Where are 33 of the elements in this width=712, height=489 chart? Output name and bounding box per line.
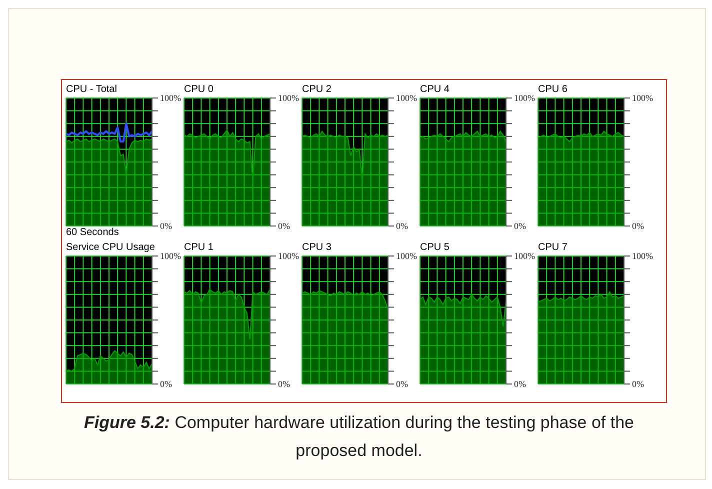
chart-title: CPU 5 [420,242,450,253]
y-tick-label: 0% [396,379,408,390]
chart-title: CPU 4 [420,84,450,95]
chart-title: CPU 3 [302,242,332,253]
chart-title: Service CPU Usage [66,242,155,253]
y-tick-label: 0% [278,379,290,390]
y-tick-label: 0% [160,221,172,232]
y-tick-label: 100% [396,93,418,104]
chart-title: CPU - Total [66,84,117,95]
caption: Figure 5.2: [84,413,171,432]
y-tick-label: 0% [514,379,526,390]
y-tick-label: 0% [514,221,526,232]
y-tick-label: 0% [632,221,644,232]
x-axis-title: 60 Seconds [66,227,119,238]
y-tick-label: 100% [278,93,300,104]
text: Computer hardware utilization during the testing phase of the proposed model. [174,413,634,460]
chart-title: CPU 0 [184,84,214,95]
y-tick-label: 100% [278,251,300,262]
y-tick-label: 100% [514,93,536,104]
y-tick-label: 0% [278,221,290,232]
y-tick-label: 0% [632,379,644,390]
y-tick-label: 0% [160,379,172,390]
chart-title: CPU 6 [538,84,568,95]
y-tick-label: 100% [160,251,182,262]
chart-title: CPU 1 [184,242,214,253]
chart-title: CPU 7 [538,242,568,253]
y-tick-label: 100% [514,251,536,262]
y-tick-label: 100% [632,251,654,262]
y-tick-label: 100% [160,93,182,104]
y-tick-label: 100% [632,93,654,104]
y-tick-label: 100% [396,251,418,262]
y-tick-label: 0% [396,221,408,232]
chart-title: CPU 2 [302,84,332,95]
